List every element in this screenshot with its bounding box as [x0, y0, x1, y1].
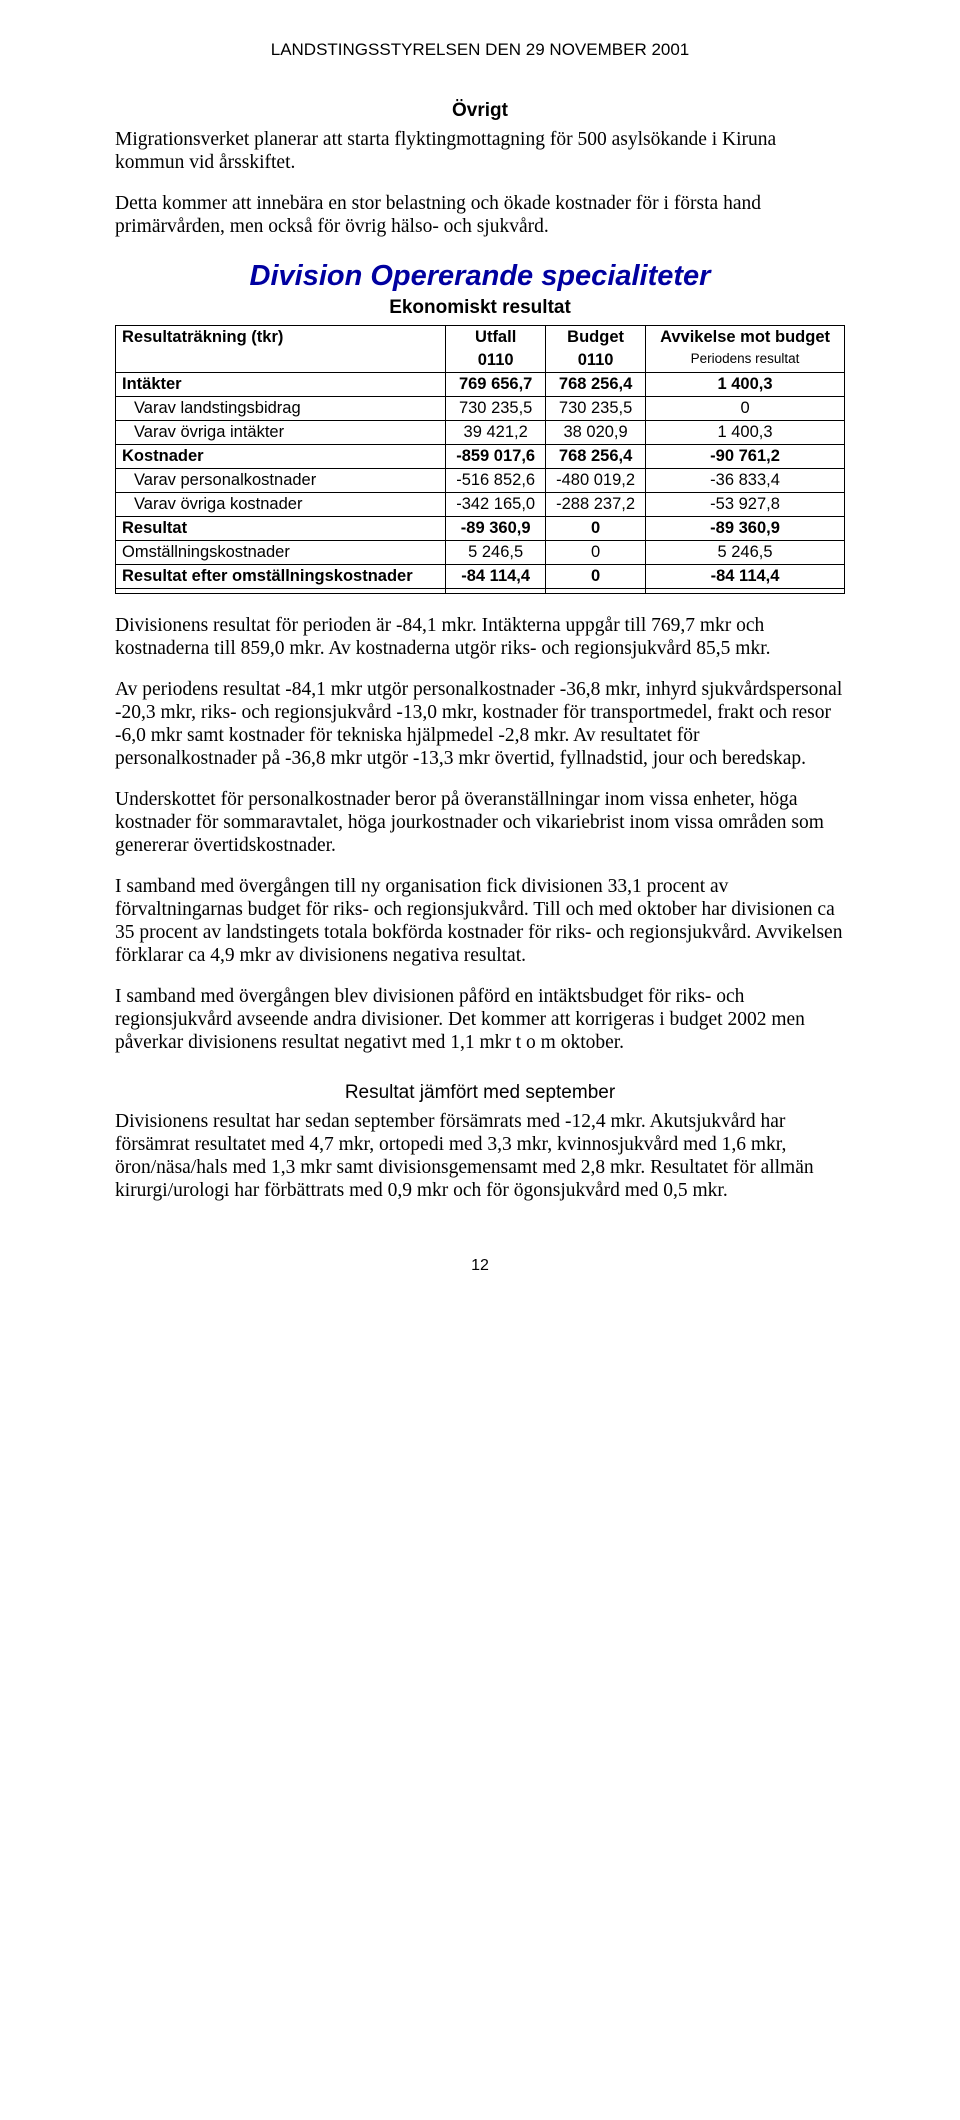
th-budget: Budget [546, 326, 646, 350]
row-label: Varav personalkostnader [116, 469, 446, 493]
row-c3 [646, 589, 845, 594]
paragraph-7: I samband med övergången blev divisionen… [115, 985, 845, 1054]
th-label: Resultaträkning (tkr) [116, 326, 446, 373]
row-c3: 5 246,5 [646, 541, 845, 565]
table-row: Omställningskostnader5 246,505 246,5 [116, 541, 845, 565]
th-utfall: Utfall [446, 326, 546, 350]
row-c2: 0 [546, 517, 646, 541]
row-label: Intäkter [116, 373, 446, 397]
row-c1: 39 421,2 [446, 421, 546, 445]
row-c3: -36 833,4 [646, 469, 845, 493]
heading-division: Division Opererande specialiteter [115, 260, 845, 293]
row-c1: -89 360,9 [446, 517, 546, 541]
table-row: Resultat efter omställningskostnader-84 … [116, 565, 845, 589]
row-label: Kostnader [116, 445, 446, 469]
page-number: 12 [115, 1257, 845, 1275]
row-label: Varav landstingsbidrag [116, 397, 446, 421]
row-label [116, 589, 446, 594]
row-c3: 1 400,3 [646, 373, 845, 397]
row-c2 [546, 589, 646, 594]
row-c2: 0 [546, 541, 646, 565]
row-c1: 5 246,5 [446, 541, 546, 565]
row-label: Varav övriga intäkter [116, 421, 446, 445]
table-row: Intäkter769 656,7768 256,41 400,3 [116, 373, 845, 397]
row-c1: 730 235,5 [446, 397, 546, 421]
row-c3: -90 761,2 [646, 445, 845, 469]
row-c3: -53 927,8 [646, 493, 845, 517]
table-row: Kostnader-859 017,6768 256,4-90 761,2 [116, 445, 845, 469]
th-avvikelse-sub: Periodens resultat [646, 349, 845, 373]
table-row: Varav övriga intäkter39 421,238 020,91 4… [116, 421, 845, 445]
th-budget-sub: 0110 [546, 349, 646, 373]
table-row: Varav övriga kostnader-342 165,0-288 237… [116, 493, 845, 517]
row-c1: -859 017,6 [446, 445, 546, 469]
table-row: Varav landstingsbidrag730 235,5730 235,5… [116, 397, 845, 421]
row-c3: 1 400,3 [646, 421, 845, 445]
row-c3: -89 360,9 [646, 517, 845, 541]
row-c2: 730 235,5 [546, 397, 646, 421]
paragraph-4: Av periodens resultat -84,1 mkr utgör pe… [115, 678, 845, 770]
row-label: Omställningskostnader [116, 541, 446, 565]
row-c3: 0 [646, 397, 845, 421]
row-c3: -84 114,4 [646, 565, 845, 589]
row-c1: -342 165,0 [446, 493, 546, 517]
row-c2: -480 019,2 [546, 469, 646, 493]
page: LANDSTINGSSTYRELSEN DEN 29 NOVEMBER 2001… [0, 0, 960, 1335]
heading-ovrigt: Övrigt [115, 100, 845, 122]
row-c2: -288 237,2 [546, 493, 646, 517]
th-utfall-sub: 0110 [446, 349, 546, 373]
row-c1 [446, 589, 546, 594]
heading-ekonomiskt: Ekonomiskt resultat [115, 297, 845, 319]
result-table: Resultaträkning (tkr) Utfall Budget Avvi… [115, 325, 845, 594]
table-row: Varav personalkostnader-516 852,6-480 01… [116, 469, 845, 493]
heading-september: Resultat jämfört med september [115, 1082, 845, 1104]
row-label: Resultat efter omställningskostnader [116, 565, 446, 589]
table-row: Resultat-89 360,90-89 360,9 [116, 517, 845, 541]
row-c1: 769 656,7 [446, 373, 546, 397]
row-c2: 38 020,9 [546, 421, 646, 445]
document-header: LANDSTINGSSTYRELSEN DEN 29 NOVEMBER 2001 [115, 40, 845, 60]
paragraph-8: Divisionens resultat har sedan september… [115, 1110, 845, 1202]
row-label: Resultat [116, 517, 446, 541]
table-row [116, 589, 845, 594]
th-avvikelse: Avvikelse mot budget [646, 326, 845, 350]
row-label: Varav övriga kostnader [116, 493, 446, 517]
row-c2: 768 256,4 [546, 445, 646, 469]
paragraph-2: Detta kommer att innebära en stor belast… [115, 192, 845, 238]
paragraph-3: Divisionens resultat för perioden är -84… [115, 614, 845, 660]
paragraph-6: I samband med övergången till ny organis… [115, 875, 845, 967]
row-c1: -84 114,4 [446, 565, 546, 589]
row-c2: 768 256,4 [546, 373, 646, 397]
row-c1: -516 852,6 [446, 469, 546, 493]
row-c2: 0 [546, 565, 646, 589]
paragraph-5: Underskottet för personalkostnader beror… [115, 788, 845, 857]
paragraph-1: Migrationsverket planerar att starta fly… [115, 128, 845, 174]
